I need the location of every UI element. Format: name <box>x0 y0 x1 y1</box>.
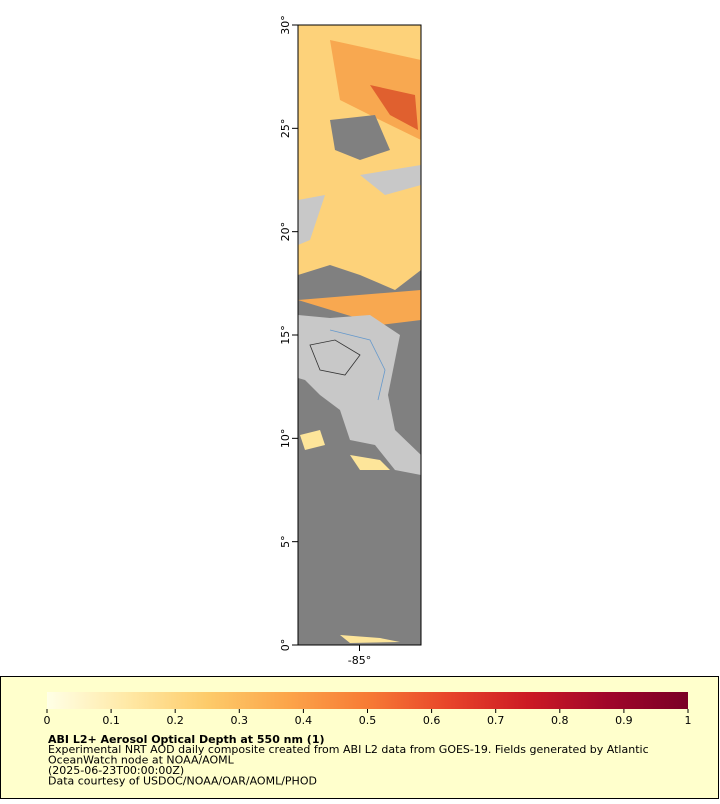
map-image <box>297 24 422 646</box>
legend-line: (2025-06-23T00:00:00Z) <box>48 764 184 777</box>
y-tick-label: 0° <box>279 639 292 652</box>
colorbar-tick-label: 0.9 <box>615 714 633 727</box>
y-tick-label: 10° <box>279 429 292 449</box>
colorbar-tick-label: 0.6 <box>423 714 441 727</box>
colorbar-tick-label: 0.8 <box>551 714 569 727</box>
colorbar-tick-label: 0.1 <box>102 714 120 727</box>
colorbar-tick-label: 0.5 <box>359 714 377 727</box>
colorbar-tick-label: 1 <box>685 714 692 727</box>
colorbar-tick-label: 0.7 <box>487 714 505 727</box>
legend-line: Data courtesy of USDOC/NOAA/OAR/AOML/PHO… <box>48 775 317 788</box>
colorbar-tick-label: 0 <box>44 714 51 727</box>
legend-line: Experimental NRT AOD daily composite cre… <box>48 743 649 756</box>
y-tick-label: 30° <box>279 15 292 35</box>
colorbar-tick-label: 0.2 <box>166 714 184 727</box>
y-tick-label: 5° <box>279 535 292 548</box>
y-tick-label: 20° <box>279 222 292 242</box>
colorbar-tick-label: 0.3 <box>231 714 249 727</box>
colorbar-tick-label: 0.4 <box>295 714 313 727</box>
legend-title: ABI L2+ Aerosol Optical Depth at 550 nm … <box>48 733 325 746</box>
y-tick-label: 15° <box>279 325 292 345</box>
x-tick-label: -85° <box>348 654 371 667</box>
y-tick-label: 25° <box>279 119 292 139</box>
colorbar <box>47 692 688 709</box>
legend-line: OceanWatch node at NOAA/AOML <box>48 754 235 767</box>
